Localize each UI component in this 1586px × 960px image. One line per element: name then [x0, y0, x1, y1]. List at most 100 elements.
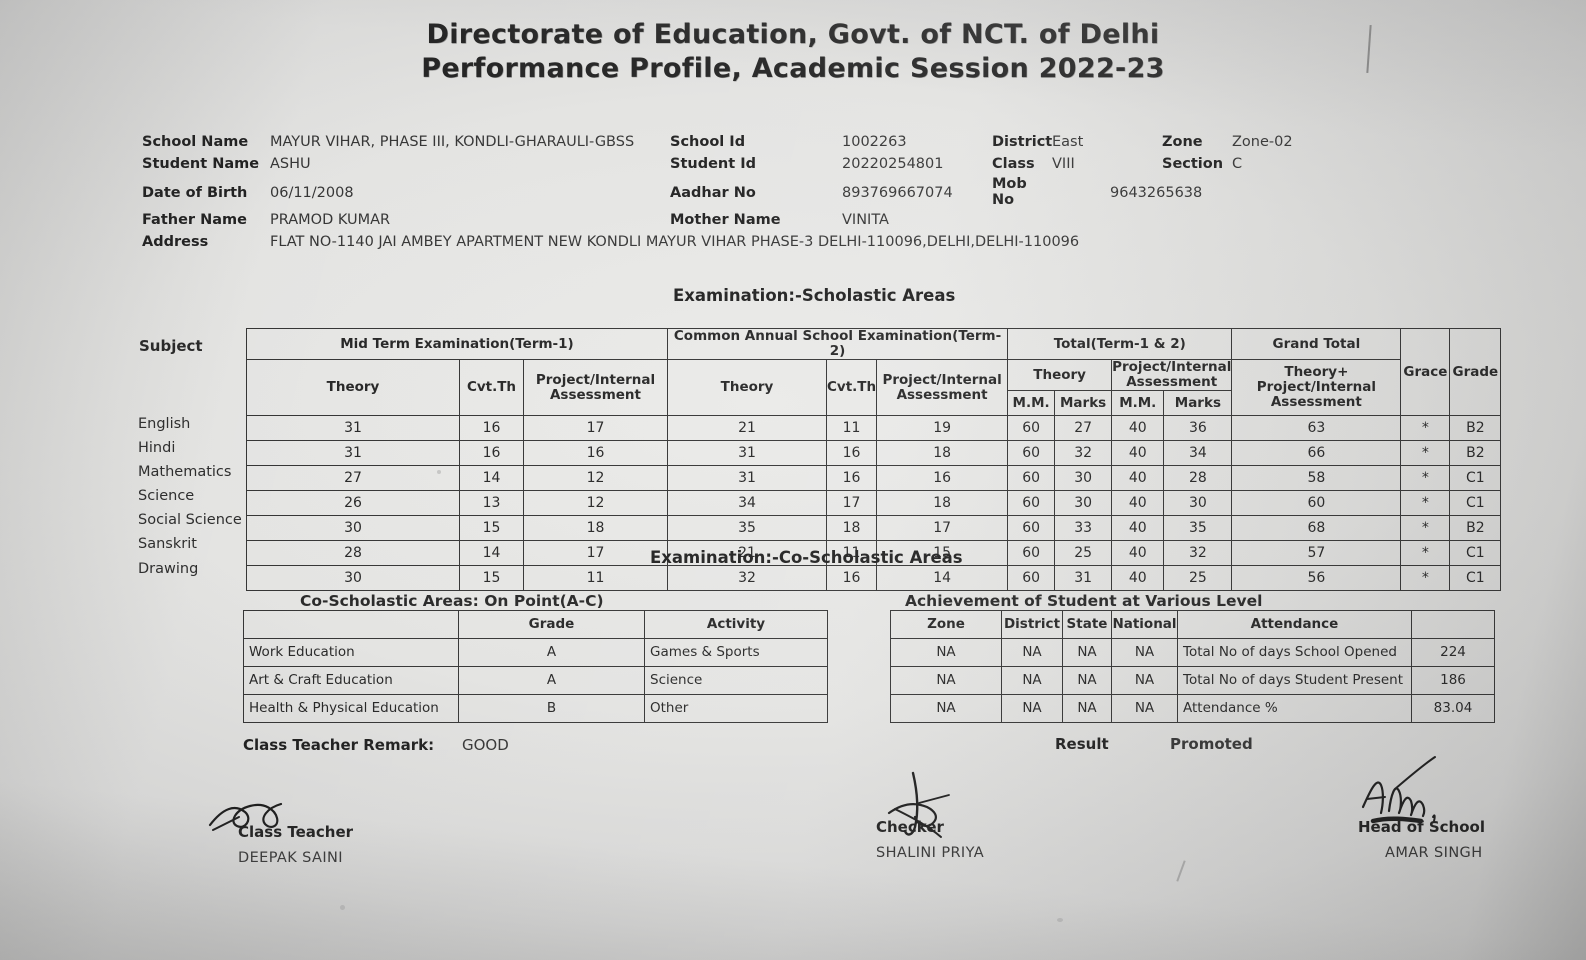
- section-label: Section: [1162, 156, 1224, 172]
- student-id-label: Student Id: [670, 156, 756, 172]
- achievement-attendance-table: Zone District State National Attendance …: [890, 610, 1495, 723]
- cell-t1-project: 18: [523, 515, 668, 542]
- cell-theory-mm: 60: [1007, 440, 1056, 467]
- header-total-theory: Theory: [1007, 359, 1113, 392]
- cell-t1-project: 12: [523, 465, 668, 492]
- cell-t1-theory: 31: [246, 440, 460, 467]
- scholastic-caption: Examination:-Scholastic Areas: [673, 286, 956, 305]
- table-header-row: Zone District State National Attendance: [890, 610, 1495, 639]
- father-name-label: Father Name: [142, 212, 247, 228]
- cell-theory-marks: 33: [1054, 515, 1113, 542]
- cell-national: NA: [1111, 638, 1178, 667]
- cell-t2-project: 18: [876, 440, 1009, 467]
- cell-area: Work Education: [243, 638, 459, 667]
- cell-grace: *: [1400, 415, 1451, 442]
- result-label: Result: [1055, 735, 1109, 753]
- student-id-value: 20220254801: [842, 156, 944, 172]
- checker-signature: [887, 771, 950, 838]
- header-midterm: Mid Term Examination(Term-1): [246, 327, 668, 361]
- cell-grade: B: [458, 694, 645, 723]
- class-teacher-signature: [208, 802, 283, 831]
- cell-district: NA: [1001, 638, 1063, 667]
- cell-grade: A: [458, 666, 645, 695]
- cell-theory-mm: 60: [1007, 540, 1056, 567]
- cell-t1-cvt: 14: [459, 540, 524, 567]
- cell-district: NA: [1001, 694, 1063, 723]
- cell-area: Health & Physical Education: [243, 694, 459, 723]
- document-title: Directorate of Education, Govt. of NCT. …: [0, 18, 1586, 86]
- cell-activity: Other: [644, 694, 828, 723]
- cell-t2-theory: 34: [667, 490, 827, 517]
- cell-zone: NA: [890, 666, 1002, 695]
- table-row: 27 14 12 31 16 16 60 30 40 28 58 * C1: [246, 465, 1502, 492]
- cell-t2-cvt: 16: [825, 440, 878, 467]
- header-t1-theory: Theory: [246, 359, 460, 417]
- header-attendance: Attendance: [1177, 610, 1412, 639]
- aadhar-label: Aadhar No: [670, 185, 756, 201]
- cell-grand-total: 56: [1231, 565, 1402, 592]
- cell-t2-cvt: 16: [825, 465, 878, 492]
- school-id-label: School Id: [670, 134, 746, 150]
- table-row: NA NA NA NA Total No of days Student Pre…: [890, 666, 1495, 695]
- district-value: East: [1052, 134, 1084, 150]
- cell-t2-project: 19: [876, 415, 1009, 442]
- cell-t1-theory: 26: [246, 490, 460, 517]
- mob-no-value: 9643265638: [1110, 185, 1203, 201]
- father-name-value: PRAMOD KUMAR: [270, 212, 391, 228]
- result-value: Promoted: [1170, 735, 1253, 753]
- checker-name: SHALINI PRIYA: [876, 845, 985, 861]
- head-of-school-signature: [1361, 756, 1436, 824]
- cell-project-marks: 34: [1163, 440, 1233, 467]
- header-project-marks: Marks: [1163, 390, 1233, 417]
- school-name-label: School Name: [142, 134, 249, 150]
- school-id-value: 1002263: [842, 134, 907, 150]
- cell-national: NA: [1111, 694, 1178, 723]
- cell-theory-marks: 25: [1054, 540, 1113, 567]
- cell-project-mm: 40: [1111, 415, 1165, 442]
- cell-state: NA: [1062, 666, 1112, 695]
- subject-label: English: [138, 416, 191, 432]
- coscholastic-table: Grade Activity Work Education A Games & …: [243, 610, 828, 723]
- cell-attendance-value: 83.04: [1411, 694, 1495, 723]
- cell-t2-project: 15: [876, 540, 1009, 567]
- cell-attendance-value: 224: [1411, 638, 1495, 667]
- table-row: Health & Physical Education B Other: [243, 694, 828, 723]
- checker-label: Checker: [876, 818, 944, 836]
- cell-t2-cvt: 11: [825, 540, 878, 567]
- cell-t1-theory: 31: [246, 415, 460, 442]
- district-label: District: [992, 134, 1053, 150]
- header-national: National: [1111, 610, 1178, 639]
- class-teacher-remark-label: Class Teacher Remark:: [243, 736, 435, 754]
- cell-t2-cvt: 11: [825, 415, 878, 442]
- class-teacher-name: DEEPAK SAINI: [238, 850, 343, 866]
- mob-no-label: Mob No: [992, 176, 1027, 208]
- dob-value: 06/11/2008: [270, 185, 354, 201]
- cell-t2-theory: 35: [667, 515, 827, 542]
- cell-theory-mm: 60: [1007, 465, 1056, 492]
- table-row: 26 13 12 34 17 18 60 30 40 30 60 * C1: [246, 490, 1502, 517]
- header-t1-cvt: Cvt.Th: [459, 359, 524, 417]
- header-annual: Common Annual School Examination(Term-2): [666, 327, 1009, 361]
- subject-label: Hindi: [138, 440, 176, 457]
- cell-grand-total: 63: [1231, 415, 1402, 442]
- header-attendance-value: [1411, 610, 1495, 639]
- table-row: 31 16 16 31 16 18 60 32 40 34 66 * B2: [246, 440, 1502, 467]
- coscholastic-title: Co-Scholastic Areas: On Point(A-C): [300, 592, 604, 610]
- cell-grace: *: [1400, 490, 1451, 517]
- cell-t1-project: 17: [523, 540, 668, 567]
- cell-t2-project: 16: [876, 465, 1009, 492]
- cell-grade: B2: [1449, 440, 1502, 467]
- cell-t1-cvt: 16: [459, 440, 524, 467]
- head-of-school-name: AMAR SINGH: [1385, 845, 1483, 861]
- header-grand-total: Grand Total: [1231, 327, 1402, 361]
- cell-t1-cvt: 15: [459, 565, 524, 592]
- cell-grade: B2: [1449, 515, 1502, 542]
- address-label: Address: [142, 234, 209, 250]
- cell-theory-marks: 30: [1054, 490, 1113, 517]
- cell-t2-theory: 21: [667, 415, 827, 442]
- info-row-address: Address FLAT NO-1140 JAI AMBEY APARTMENT…: [142, 234, 1472, 258]
- cell-project-mm: 40: [1111, 440, 1165, 467]
- dob-label: Date of Birth: [142, 185, 248, 201]
- table-row: 28 14 17 21 11 15 60 25 40 32 57 * C1: [246, 540, 1502, 567]
